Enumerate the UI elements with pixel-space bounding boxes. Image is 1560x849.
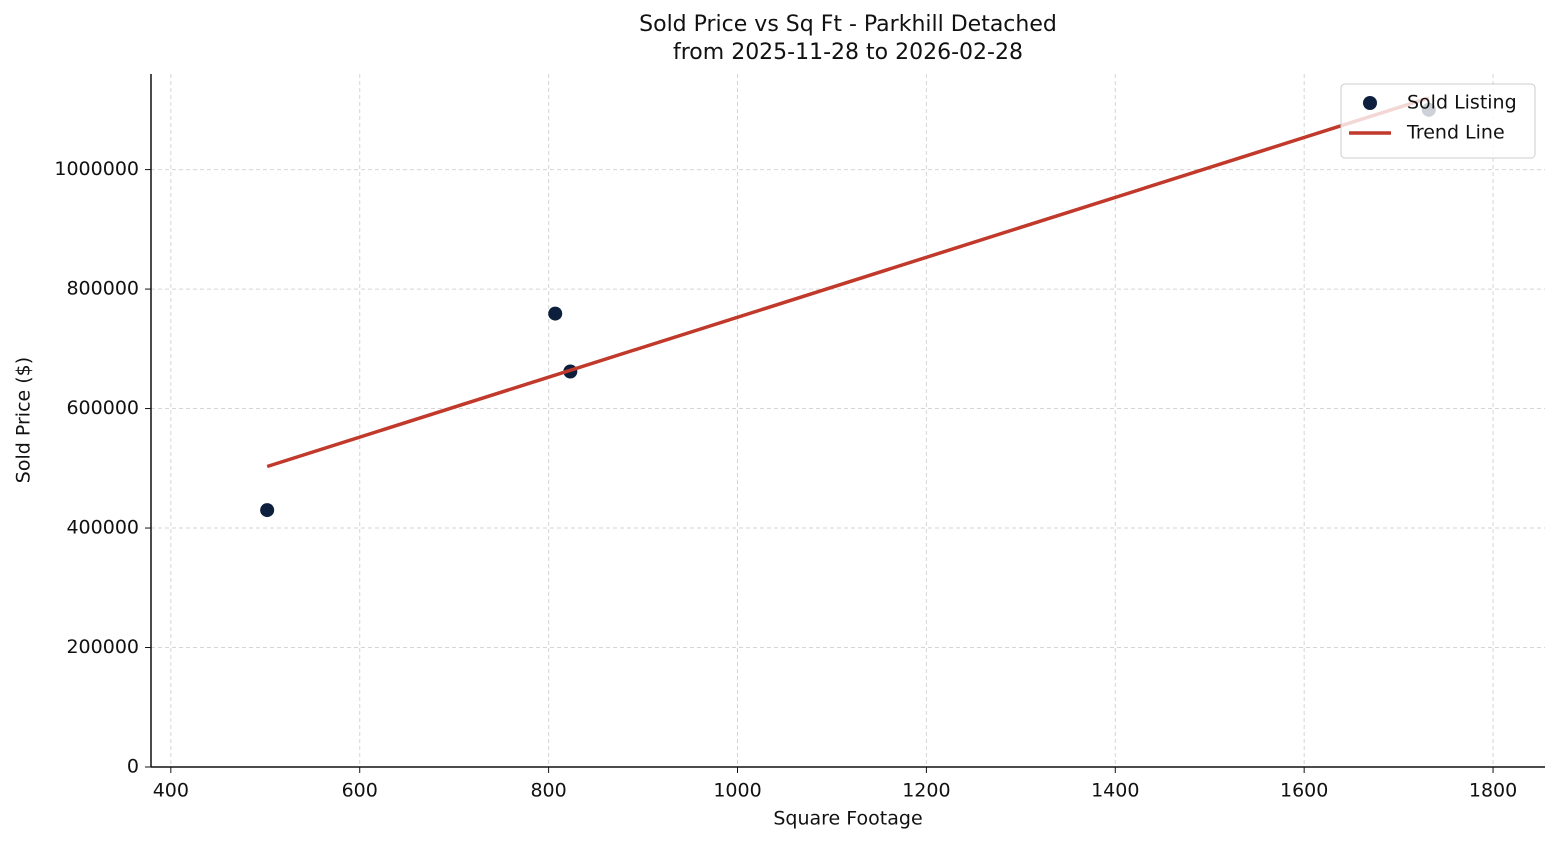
legend-marker [1363, 96, 1377, 110]
legend: Sold Listing Trend Line [1340, 83, 1536, 159]
legend-label: Trend Line [1406, 122, 1505, 144]
y-tick-label: 400000 [66, 517, 139, 539]
y-tick-label: 0 [127, 756, 139, 778]
point [548, 306, 563, 321]
x-tick-label: 1600 [1280, 780, 1328, 802]
y-tick-label: 600000 [66, 397, 139, 419]
x-tick-label: 1000 [713, 780, 761, 802]
legend-label: Sold Listing [1407, 92, 1517, 114]
y-axis-label: Sold Price ($) [13, 357, 35, 483]
x-tick-label: 1400 [1091, 780, 1139, 802]
y-tick-label: 1000000 [54, 158, 139, 180]
x-tick-label: 1800 [1469, 780, 1517, 802]
y-tick-label: 200000 [66, 636, 139, 658]
point [260, 503, 275, 518]
x-axis-label: Square Footage [773, 808, 922, 830]
x-tick-label: 800 [530, 780, 566, 802]
legend-box [1340, 83, 1536, 159]
trend-line [266, 96, 1430, 469]
x-tick-label: 600 [342, 780, 378, 802]
y-tick-label: 800000 [66, 278, 139, 300]
x-tick-label: 1200 [902, 780, 950, 802]
chart-subtitle: from 2025-11-28 to 2026-02-28 [673, 40, 1023, 65]
x-tick-label: 400 [153, 780, 189, 802]
chart-title: Sold Price vs Sq Ft - Parkhill Detached [639, 12, 1057, 37]
